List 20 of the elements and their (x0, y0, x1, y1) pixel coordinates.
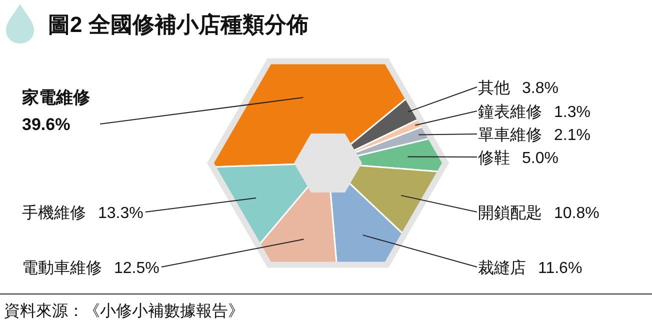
data-label: 3.8% (522, 80, 558, 97)
slice-label: 裁縫店 (478, 259, 526, 277)
slice-label: 單車維修 (478, 126, 542, 144)
data-label: 10.8% (554, 205, 600, 222)
slice-label: 開鎖配匙 (478, 205, 542, 222)
data-label: 39.6% (22, 115, 70, 134)
data-label: 5.0% (522, 150, 558, 167)
slice-label: 手機維修 (22, 204, 86, 222)
slice-label: 電動車維修 (22, 259, 102, 277)
data-label: 11.6% (538, 260, 582, 277)
chart-title: 圖2 全國修補小店種類分佈 (48, 12, 308, 37)
data-label: 2.1% (554, 127, 590, 144)
slice-label: 其他 (478, 79, 510, 97)
source-note: 資料來源：《小修小補數據報告》 (4, 302, 244, 320)
slice-label: 鐘表維修 (478, 103, 542, 121)
slice-label: 修鞋 (478, 149, 510, 167)
slice-label: 家電維修 (21, 88, 91, 107)
data-label: 12.5% (114, 260, 160, 277)
data-label: 1.3% (554, 104, 590, 121)
data-label: 13.3% (98, 205, 144, 222)
